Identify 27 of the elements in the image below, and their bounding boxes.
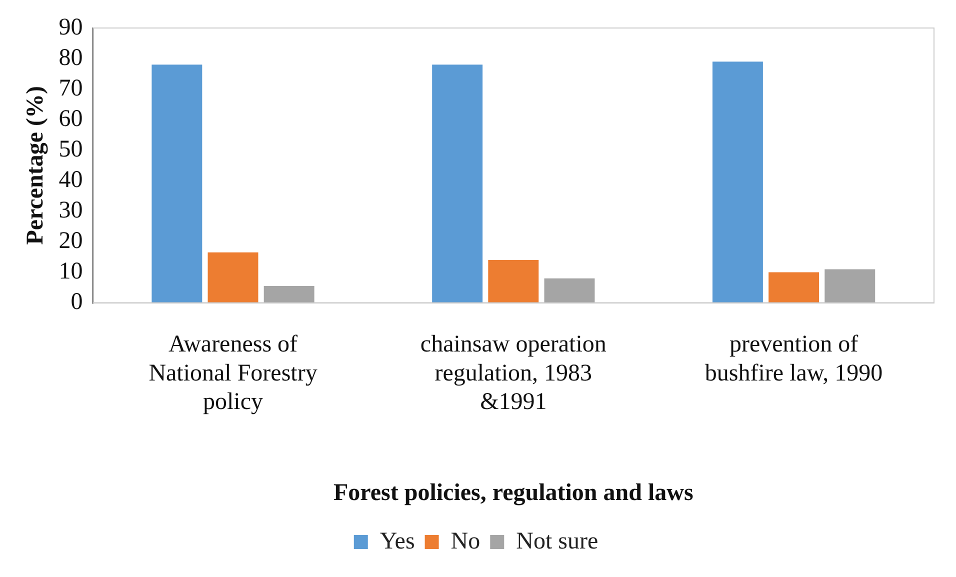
y-tick-label: 20: [58, 228, 83, 254]
x-tick-label: chainsaw operation regulation, 1983 &1991: [420, 331, 606, 416]
y-tick-label: 30: [58, 197, 83, 224]
legend-label: Not sure: [516, 528, 598, 554]
y-tick-label: 70: [58, 75, 83, 102]
y-tick-label: 90: [58, 14, 83, 40]
y-tick-label: 40: [58, 166, 83, 193]
y-tick-label: 60: [58, 106, 83, 132]
bar: [768, 272, 820, 303]
bar: [264, 286, 314, 303]
x-tick-label: prevention of bushfire law, 1990: [704, 331, 883, 386]
bar: [824, 269, 876, 303]
x-axis-title: Forest policies, regulation and laws: [334, 480, 694, 506]
y-axis-title: Percentage (%): [22, 86, 49, 245]
y-tick-label: 50: [58, 136, 83, 162]
bar: [152, 64, 202, 303]
y-tick-label: 0: [70, 289, 83, 316]
legend-label: Yes: [380, 528, 415, 554]
bar: [208, 252, 258, 303]
bar: [712, 62, 763, 303]
legend-label: No: [450, 528, 480, 554]
bar: [488, 260, 539, 303]
y-tick-label: 80: [58, 44, 83, 71]
x-tick-label: Awareness of National Forestry policy: [148, 331, 318, 416]
bar: [544, 278, 595, 303]
y-tick-label: 10: [58, 258, 83, 285]
bar: [432, 64, 483, 303]
